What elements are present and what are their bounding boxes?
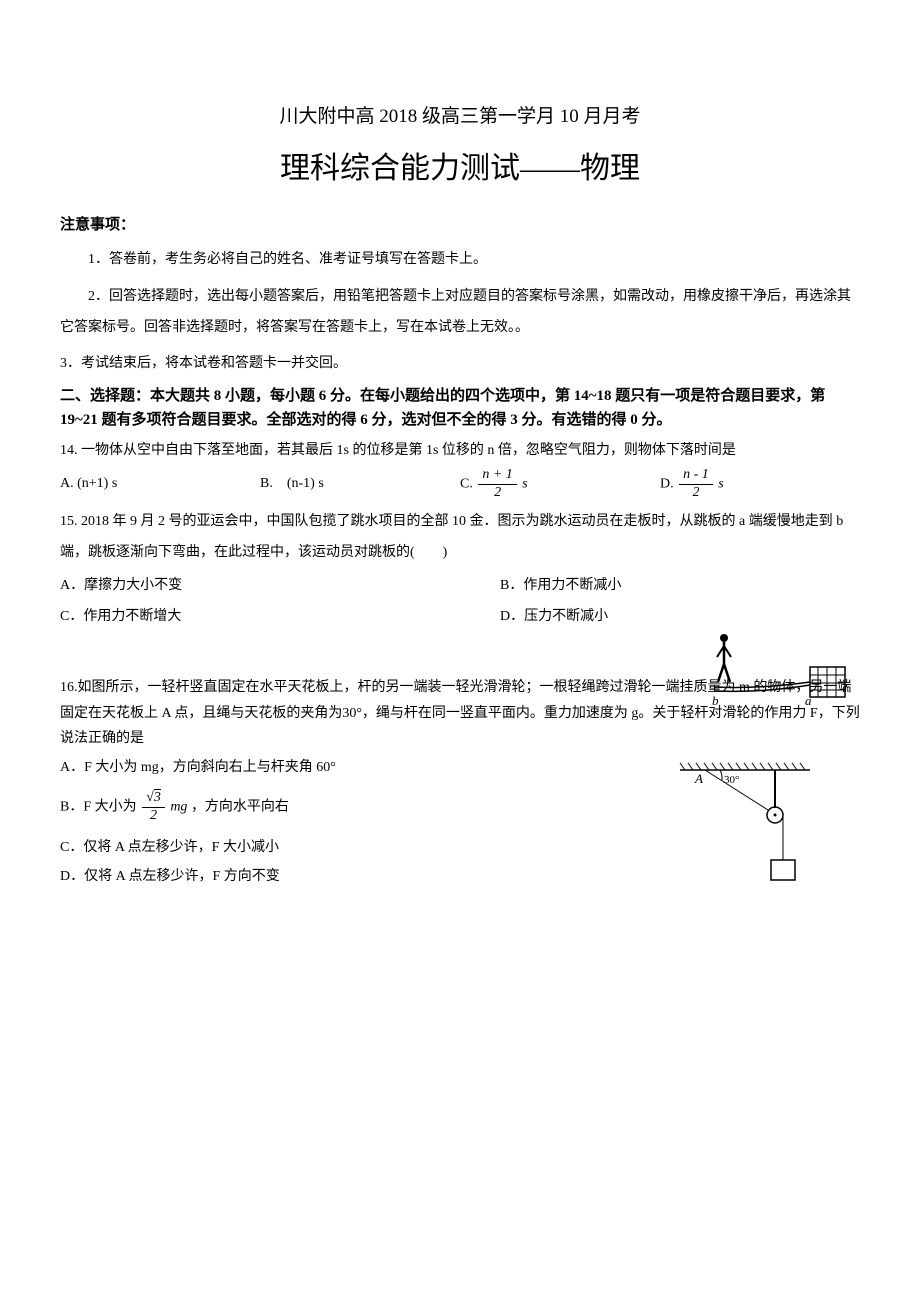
q15-options-row1: A．摩擦力大小不变 B．作用力不断减小 [60,573,860,598]
q16-b-prefix: B．F 大小为 [60,800,137,815]
q15-option-b: B．作用力不断减小 [460,573,860,598]
q15-container: 15. 2018 年 9 月 2 号的亚运会中，中国队包揽了跳水项目的全部 10… [60,507,860,629]
q14-d-den: 2 [679,485,713,502]
exam-title: 理科综合能力测试——物理 [60,142,860,196]
q15-option-d: D．压力不断减小 [460,604,860,629]
q14-option-c: C. n + 1 2 s [460,467,660,502]
q16-b-mg: mg [170,800,187,815]
q15-options-row2: C．作用力不断增大 D．压力不断减小 [60,604,860,629]
q14-d-prefix: D. [660,476,674,491]
notice-item-2: 2．回答选择题时，选出每小题答案后，用铅笔把答题卡上对应题目的答案标号涂黑，如需… [60,282,860,344]
q14-c-num: n + 1 [478,467,516,485]
q14-c-den: 2 [478,485,516,502]
notice-item-1: 1．答卷前，考生务必将自己的姓名、准考证号填写在答题卡上。 [60,245,860,276]
q16-figure: A 30° [670,760,820,890]
q14-option-a: A. (n+1) s [60,471,260,496]
notice-item-3: 3．考试结束后，将本试卷和答题卡一并交回。 [60,350,860,378]
q16-b-suffix: ，方向水平向右 [191,800,289,815]
q14-options: A. (n+1) s B. (n-1) s C. n + 1 2 s D. n … [60,467,860,502]
q16-b-num: √3 [142,790,165,808]
q16-angle: 30° [724,774,739,786]
q14-c-prefix: C. [460,476,473,491]
q14-option-d: D. n - 1 2 s [660,467,860,502]
section-2-instruction: 二、选择题：本大题共 8 小题，每小题 6 分。在每小题给出的四个选项中，第 1… [60,384,860,432]
q15-option-c: C．作用力不断增大 [60,604,460,629]
q15-text: 15. 2018 年 9 月 2 号的亚运会中，中国队包揽了跳水项目的全部 10… [60,507,860,569]
notice-header: 注意事项： [60,212,860,239]
q14-option-b: B. (n-1) s [260,471,460,496]
q14-d-num: n - 1 [679,467,713,485]
q16-b-den: 2 [142,808,165,825]
q16-container: 16.如图所示，一轻杆竖直固定在水平天花板上，杆的另一端装一轻光滑滑轮；一根轻绳… [60,675,860,889]
q14-d-suffix: s [718,476,723,491]
q15-option-a: A．摩擦力大小不变 [60,573,460,598]
q16-text: 16.如图所示，一轻杆竖直固定在水平天花板上，杆的另一端装一轻光滑滑轮；一根轻绳… [60,675,860,751]
q14-c-suffix: s [522,476,527,491]
exam-subtitle: 川大附中高 2018 级高三第一学月 10 月月考 [60,100,860,134]
q16-label-a: A [694,771,703,786]
q14-text: 14. 一物体从空中自由下落至地面，若其最后 1s 的位移是第 1s 位移的 n… [60,438,860,463]
